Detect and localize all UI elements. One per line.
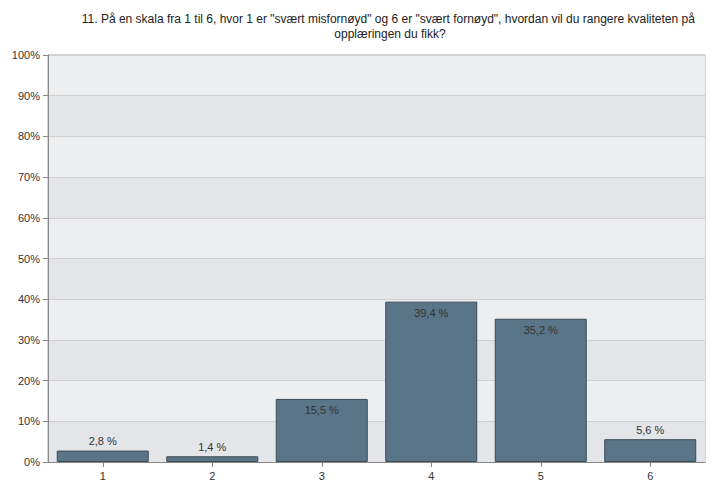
svg-text:90%: 90% <box>18 90 40 102</box>
svg-text:6: 6 <box>647 470 653 482</box>
svg-text:1,4 %: 1,4 % <box>198 441 226 453</box>
svg-text:60%: 60% <box>18 212 40 224</box>
svg-text:30%: 30% <box>18 334 40 346</box>
svg-text:20%: 20% <box>18 375 40 387</box>
svg-text:10%: 10% <box>18 415 40 427</box>
svg-text:5,6 %: 5,6 % <box>636 424 664 436</box>
svg-text:35,2 %: 35,2 % <box>524 324 558 336</box>
svg-text:3: 3 <box>319 470 325 482</box>
svg-text:4: 4 <box>428 470 434 482</box>
svg-text:2,8 %: 2,8 % <box>89 435 117 447</box>
svg-text:0%: 0% <box>24 456 40 468</box>
svg-text:50%: 50% <box>18 253 40 265</box>
svg-text:39,4 %: 39,4 % <box>414 307 448 319</box>
svg-text:40%: 40% <box>18 293 40 305</box>
svg-text:80%: 80% <box>18 130 40 142</box>
svg-text:70%: 70% <box>18 171 40 183</box>
svg-text:2: 2 <box>209 470 215 482</box>
svg-text:1: 1 <box>100 470 106 482</box>
svg-text:15,5 %: 15,5 % <box>305 404 339 416</box>
svg-text:opplæringen du fikk?: opplæringen du fikk? <box>334 27 446 41</box>
svg-text:5: 5 <box>538 470 544 482</box>
svg-text:11. På en skala fra 1 til 6, h: 11. På en skala fra 1 til 6, hvor 1 er "… <box>82 12 698 26</box>
svg-text:100%: 100% <box>12 49 40 61</box>
